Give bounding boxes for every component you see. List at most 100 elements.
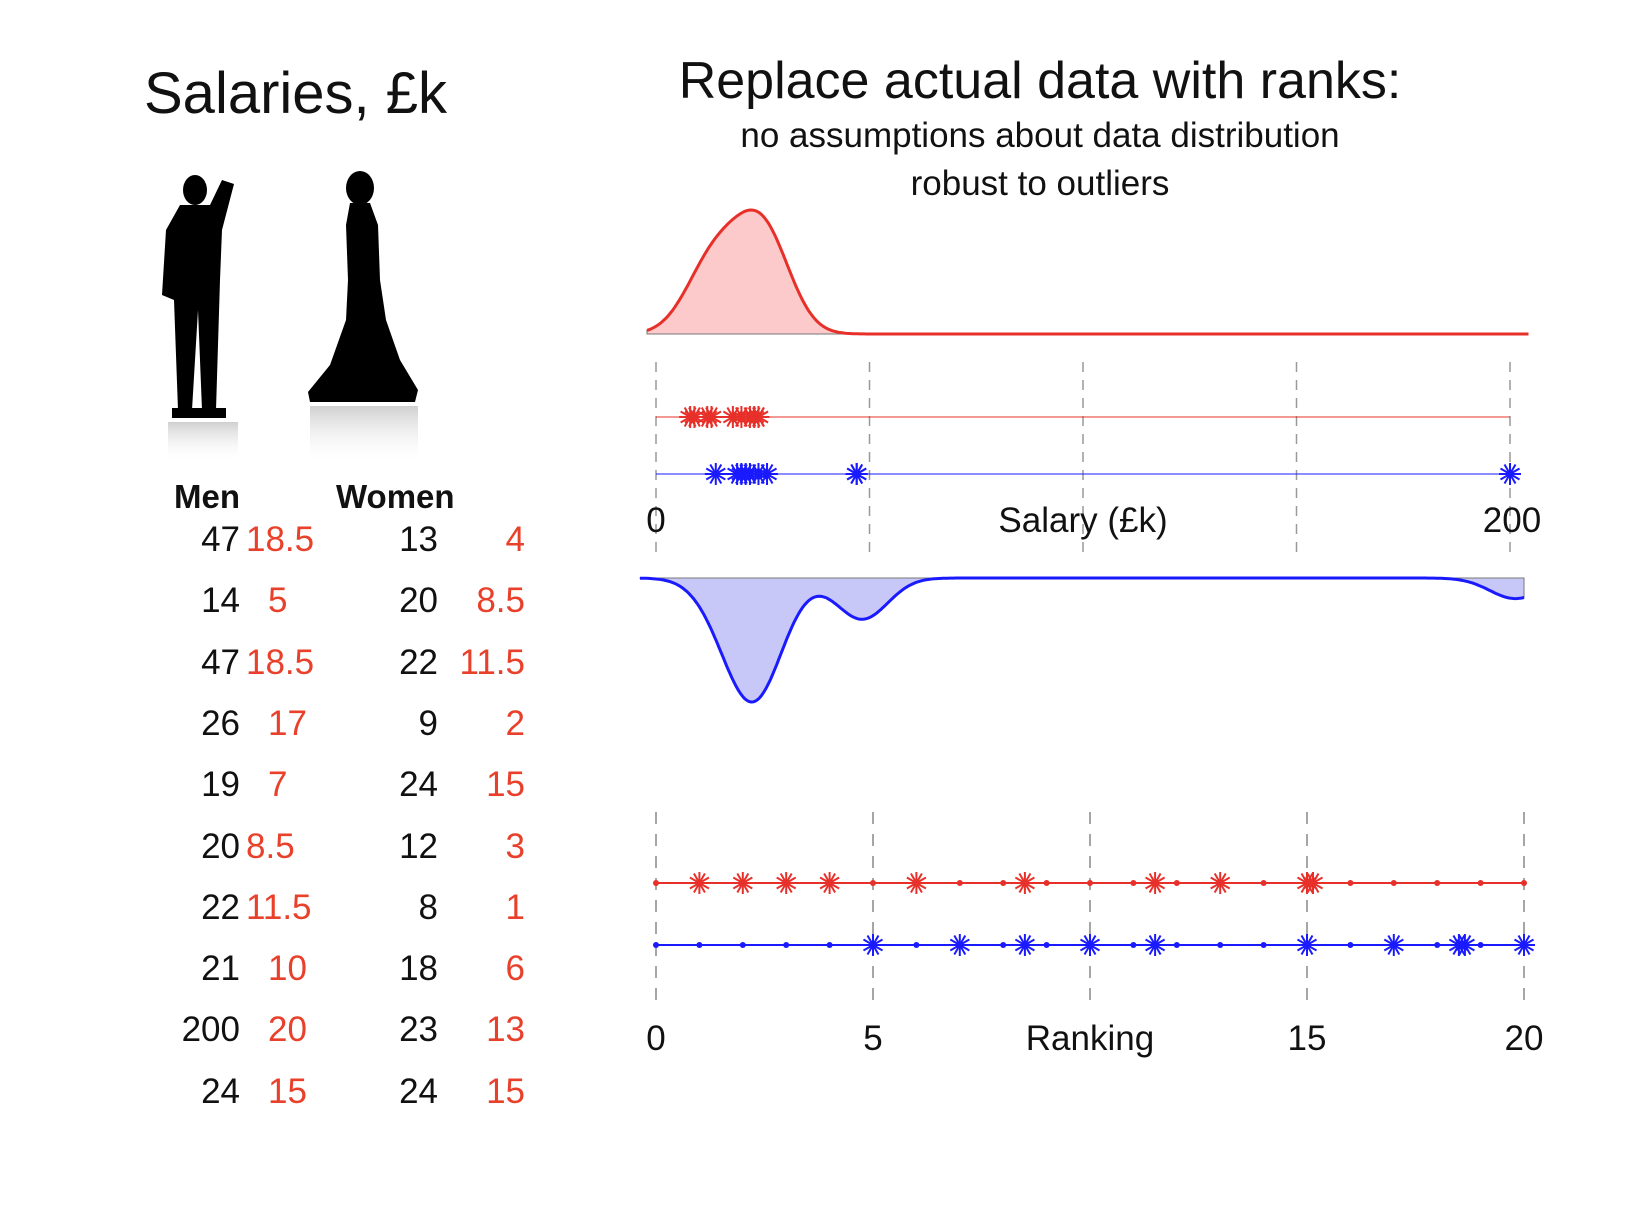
- men-salary-point: [747, 463, 770, 485]
- women-density-curve: [646, 208, 1529, 336]
- men-rank-dot: [1043, 942, 1050, 948]
- women-rank-point: [688, 872, 711, 894]
- right-subtitle-1: no assumptions about data distribution: [740, 116, 1340, 155]
- women-rank-dot: [1043, 880, 1050, 886]
- women-salary-value: 24: [399, 1071, 438, 1111]
- men-rank-value: 18.5: [246, 520, 315, 559]
- men-rank-value: 10: [268, 949, 307, 989]
- men-rank-dot: [1130, 942, 1137, 948]
- men-rank-dot: [1347, 942, 1354, 948]
- women-rank-dot: [1087, 880, 1093, 886]
- men-rank-value: 17: [268, 703, 307, 743]
- women-salary-value: 8: [418, 887, 438, 927]
- salary-tick-label: 0: [646, 501, 665, 540]
- women-header: Women: [336, 478, 455, 515]
- women-rank-value: 15: [486, 1071, 525, 1111]
- men-rank-value: 11.5: [246, 887, 312, 927]
- ranking-tick-label: 5: [863, 1019, 882, 1058]
- women-rank-dot: [1130, 880, 1137, 886]
- men-rank-dot: [1173, 942, 1180, 948]
- women-rank-value: 3: [505, 826, 525, 866]
- right-title: Replace actual data with ranks:: [678, 52, 1402, 110]
- ranking-axis-label: Ranking: [1026, 1019, 1154, 1058]
- men-rank-point: [1079, 934, 1101, 956]
- men-salary-value: 26: [201, 703, 240, 743]
- women-rank-dot: [653, 880, 659, 886]
- women-rank-value: 6: [505, 949, 525, 989]
- men-rank-dot: [696, 942, 703, 948]
- men-rank-dot: [653, 942, 659, 948]
- women-salary-point: [679, 406, 702, 428]
- men-rank-point: [1013, 934, 1036, 956]
- men-salary-value: 20: [201, 826, 240, 866]
- women-rank-dot: [1477, 880, 1484, 886]
- women-rank-value: 1: [505, 887, 525, 927]
- ranking-tick-label: 15: [1288, 1019, 1327, 1058]
- woman-silhouette-icon: [308, 171, 418, 466]
- men-salary-point: [704, 463, 727, 485]
- men-density-fill: [639, 577, 1525, 703]
- men-rank-dot: [1260, 942, 1267, 948]
- men-rank-value: 7: [268, 765, 288, 805]
- men-rank-value: 5: [268, 581, 288, 621]
- women-salary-point: [747, 406, 770, 428]
- men-salary-value: 19: [201, 765, 240, 805]
- women-density-fill: [646, 209, 1529, 335]
- women-rank-dot: [1000, 880, 1007, 886]
- women-rank-dot: [1347, 880, 1354, 886]
- men-salary-value: 24: [201, 1071, 240, 1111]
- men-rank-value: 18.5: [246, 642, 315, 682]
- women-rank-point: [731, 872, 754, 894]
- silhouettes-illustration: [162, 171, 418, 466]
- men-rank-point: [1513, 934, 1535, 956]
- women-salary-value: 20: [399, 581, 438, 621]
- men-rank-point: [1144, 934, 1167, 956]
- men-rank-dot: [783, 942, 790, 948]
- men-rank-dot: [913, 942, 920, 948]
- women-rank-dot: [870, 880, 876, 886]
- women-salary-value: 18: [399, 949, 438, 989]
- man-silhouette-icon: [162, 175, 238, 462]
- women-salary-value: 12: [399, 826, 438, 866]
- ranking-tick-label: 0: [646, 1019, 665, 1058]
- men-salary-value: 47: [201, 520, 240, 559]
- salary-axis-label: Salary (£k): [998, 501, 1167, 540]
- women-rank-point: [775, 872, 798, 894]
- men-rank-dot: [1434, 942, 1441, 948]
- women-rank-dot: [1260, 880, 1267, 886]
- men-rank-point: [862, 934, 884, 956]
- men-rank-dot: [1217, 942, 1224, 948]
- men-salary-point: [1499, 463, 1521, 485]
- men-rank-value: 20: [268, 1010, 307, 1050]
- women-rank-dot: [956, 880, 963, 886]
- women-salary-value: 24: [399, 765, 438, 805]
- men-salary-point: [845, 463, 868, 485]
- right-title-block: Replace actual data with ranks: no assum…: [620, 50, 1460, 208]
- men-rank-point: [1453, 934, 1476, 956]
- women-rank-value: 11.5: [459, 642, 525, 682]
- women-rank-point: [905, 872, 928, 894]
- women-rank-dot: [1521, 880, 1527, 886]
- women-rank-dot: [1434, 880, 1441, 886]
- women-rank-dot: [1173, 880, 1180, 886]
- men-rank-dot: [826, 942, 833, 948]
- women-rank-point: [818, 872, 841, 894]
- women-rank-point: [1302, 872, 1324, 894]
- men-rank-value: 15: [268, 1071, 307, 1111]
- women-salary-point: [721, 406, 744, 428]
- men-rank-point: [948, 934, 971, 956]
- women-rank-point: [1144, 872, 1167, 894]
- right-subtitle-2: robust to outliers: [910, 164, 1170, 203]
- men-rank-dot: [1477, 942, 1484, 948]
- women-rank-dot: [1390, 880, 1397, 886]
- women-salary-value: 9: [418, 703, 438, 743]
- left-title: Salaries, £k: [144, 61, 448, 126]
- women-salary-value: 13: [399, 520, 438, 559]
- men-rank-dot: [1000, 942, 1007, 948]
- men-density-curve: [640, 576, 1525, 704]
- ranking-tick-label: 20: [1505, 1019, 1544, 1058]
- women-rank-value: 2: [505, 703, 525, 743]
- men-rank-value: 8.5: [246, 826, 295, 866]
- women-rank-value: 4: [505, 520, 525, 559]
